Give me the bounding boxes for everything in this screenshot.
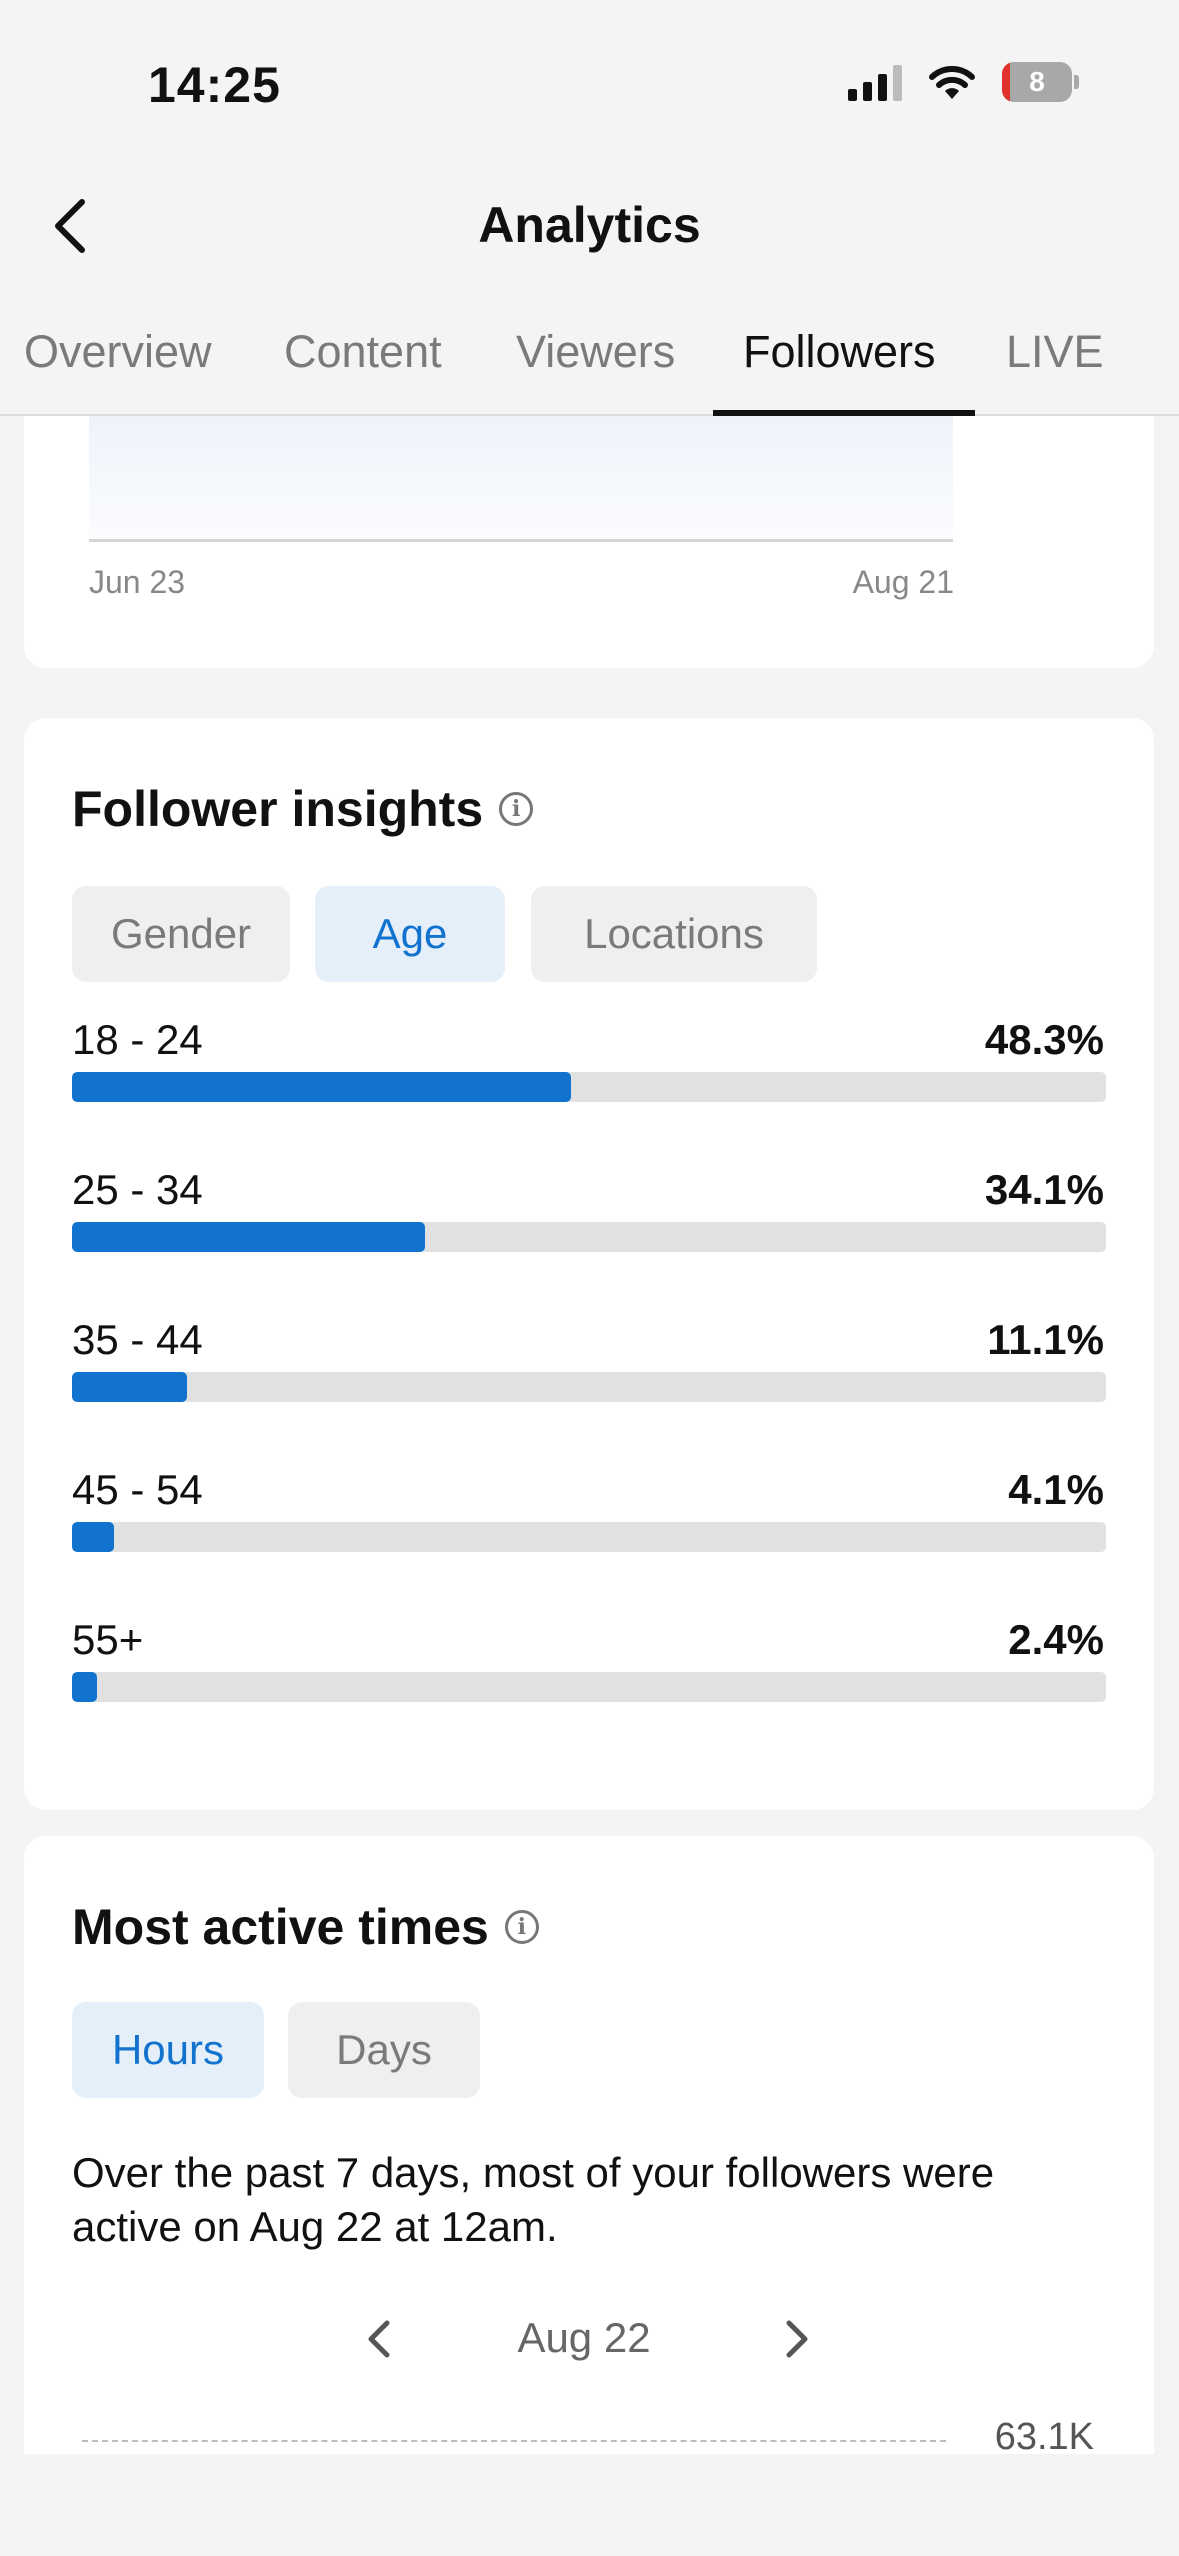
wifi-icon bbox=[929, 66, 975, 99]
battery-icon: 8 bbox=[1002, 62, 1072, 102]
follower-insights-card: Follower insights i Gender Age Locations… bbox=[24, 718, 1154, 1810]
tab-overview[interactable]: Overview bbox=[24, 326, 212, 377]
chart-end-label: Aug 21 bbox=[852, 564, 954, 600]
age-range-percentage: 11.1% bbox=[987, 1316, 1104, 1363]
tab-viewers[interactable]: Viewers bbox=[516, 326, 676, 377]
insights-title: Follower insights bbox=[72, 781, 484, 837]
filter-hours[interactable]: Hours bbox=[72, 2002, 264, 2098]
age-bar-fill bbox=[72, 1672, 97, 1702]
active-times-description: Over the past 7 days, most of your follo… bbox=[72, 2149, 995, 2250]
age-range-label: 35 - 44 bbox=[72, 1316, 203, 1363]
age-bar-track bbox=[72, 1672, 1106, 1702]
peak-gridline bbox=[82, 2440, 946, 2442]
age-bar-track bbox=[72, 1072, 1106, 1102]
filter-gender[interactable]: Gender bbox=[72, 886, 290, 982]
active-times-card: Most active times i Hours Days Over the … bbox=[24, 1836, 1154, 2458]
age-bar-fill bbox=[72, 1372, 187, 1402]
active-times-title: Most active times bbox=[72, 1899, 489, 1955]
filter-days[interactable]: Days bbox=[288, 2002, 480, 2098]
tab-bar: Overview Content Viewers Followers LIVE bbox=[0, 318, 1179, 416]
active-tab-indicator bbox=[713, 410, 975, 416]
age-range-label: 18 - 24 bbox=[72, 1016, 203, 1063]
age-range-percentage: 4.1% bbox=[1008, 1466, 1104, 1513]
age-bar-fill bbox=[72, 1222, 425, 1252]
chart-x-axis bbox=[89, 539, 953, 542]
cellular-signal-icon bbox=[848, 63, 902, 101]
chart-start-label: Jun 23 bbox=[89, 564, 186, 600]
date-navigator: Aug 22 bbox=[24, 2306, 1154, 2376]
chevron-left-icon bbox=[368, 2320, 390, 2358]
chart-area-fill bbox=[89, 416, 953, 538]
chevron-right-icon bbox=[786, 2320, 808, 2358]
status-time: 14:25 bbox=[148, 57, 281, 113]
tab-followers[interactable]: Followers bbox=[743, 326, 936, 377]
back-button[interactable] bbox=[40, 196, 100, 256]
info-icon[interactable]: i bbox=[504, 1910, 539, 1944]
age-bar-track bbox=[72, 1222, 1106, 1252]
age-range-percentage: 34.1% bbox=[984, 1166, 1104, 1213]
battery-level: 8 bbox=[1029, 66, 1045, 97]
chevron-left-icon bbox=[55, 199, 85, 253]
tab-live[interactable]: LIVE bbox=[1006, 326, 1104, 377]
next-date-button[interactable] bbox=[772, 2314, 822, 2364]
previous-date-button[interactable] bbox=[354, 2314, 404, 2364]
age-range-percentage: 2.4% bbox=[1008, 1616, 1104, 1663]
age-range-percentage: 48.3% bbox=[984, 1016, 1104, 1063]
age-range-label: 25 - 34 bbox=[72, 1166, 203, 1213]
age-bar-track bbox=[72, 1372, 1106, 1402]
selected-date: Aug 22 bbox=[517, 2314, 651, 2361]
tab-content[interactable]: Content bbox=[284, 326, 442, 377]
age-bar-fill bbox=[72, 1522, 115, 1552]
peak-value-label: 63.1K bbox=[994, 2416, 1094, 2458]
follower-chart-card: Jun 23 Aug 21 bbox=[24, 416, 1154, 668]
age-range-label: 45 - 54 bbox=[72, 1466, 203, 1513]
age-range-label: 55+ bbox=[72, 1616, 144, 1663]
info-icon[interactable]: i bbox=[499, 792, 534, 826]
age-bar-fill bbox=[72, 1072, 572, 1102]
page-title: Analytics bbox=[478, 197, 701, 253]
filter-age[interactable]: Age bbox=[315, 886, 505, 982]
age-bar-track bbox=[72, 1522, 1106, 1552]
status-icons: 8 bbox=[848, 62, 1079, 102]
filter-locations[interactable]: Locations bbox=[531, 886, 817, 982]
